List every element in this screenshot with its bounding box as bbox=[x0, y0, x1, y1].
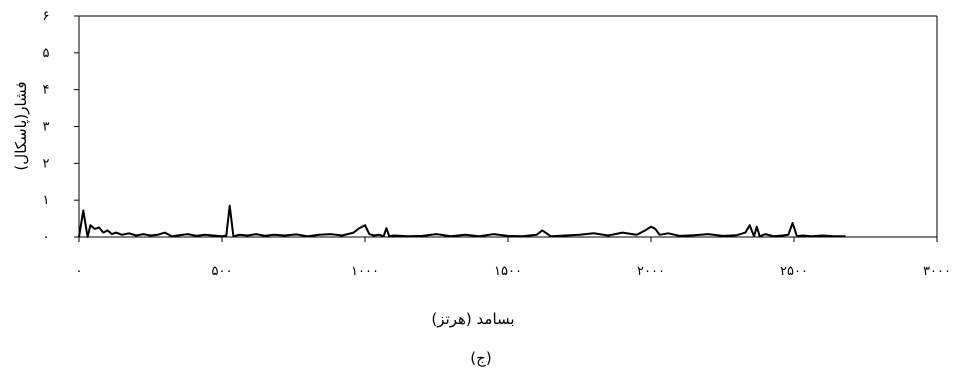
y-tick-label: ۳ bbox=[43, 120, 50, 135]
y-axis-ticks: ۰ ۱ ۲ ۳ ۴ ۵ ۶ bbox=[43, 9, 79, 245]
y-tick-label: ۶ bbox=[43, 9, 50, 24]
y-tick-label: ۱ bbox=[43, 193, 50, 208]
y-tick-label: ۰ bbox=[43, 230, 50, 245]
series-line bbox=[78, 204, 846, 238]
x-axis-title: بسامد (هرتز) bbox=[431, 310, 514, 328]
x-tick-label: ۱۵۰۰ bbox=[494, 264, 522, 279]
x-tick-label: ۰ bbox=[76, 264, 83, 279]
y-axis-title: فشار(پاسکال) bbox=[12, 81, 31, 170]
y-tick-label: ۴ bbox=[43, 83, 50, 98]
y-tick-label: ۵ bbox=[43, 46, 50, 61]
y-tick-label: ۲ bbox=[43, 156, 50, 171]
figure-caption: (ج) bbox=[470, 349, 491, 368]
x-tick-label: ۵۰۰ bbox=[212, 264, 233, 279]
x-tick-label: ۲۵۰۰ bbox=[780, 264, 808, 279]
x-tick-label: ۲۰۰۰ bbox=[637, 264, 665, 279]
x-tick-label: ۱۰۰۰ bbox=[351, 264, 379, 279]
x-tick-label: ۳۰۰۰ bbox=[923, 264, 951, 279]
x-axis-ticks: ۰ ۵۰۰ ۱۰۰۰ ۱۵۰۰ ۲۰۰۰ ۲۵۰۰ ۳۰۰۰ bbox=[76, 237, 951, 279]
